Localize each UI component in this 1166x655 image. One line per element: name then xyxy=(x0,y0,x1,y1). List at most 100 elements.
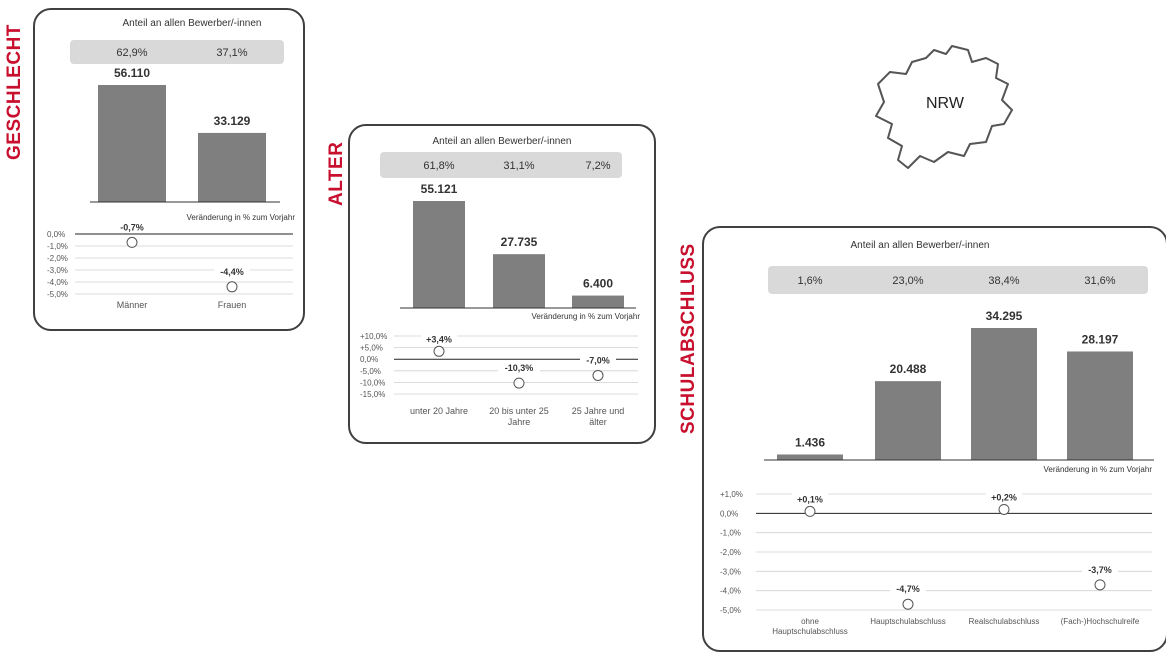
map-label: NRW xyxy=(926,95,965,112)
axis-tick-label: +10,0% xyxy=(360,332,387,341)
share-value: 31,1% xyxy=(503,160,534,172)
bar-value-label: 6.400 xyxy=(583,277,613,291)
share-header: Anteil an allen Bewerber/-innen xyxy=(123,18,262,29)
axis-tick-label: -5,0% xyxy=(720,606,741,615)
share-band xyxy=(70,40,284,64)
change-value-label: +0,2% xyxy=(991,492,1017,502)
bar-value-label: 1.436 xyxy=(795,435,825,449)
change-marker xyxy=(433,345,445,357)
bar-value-label: 56.110 xyxy=(114,66,150,80)
geschlecht-label: GESCHLECHT xyxy=(4,24,25,160)
change-value-label: -4,4% xyxy=(220,267,244,277)
change-label-bg xyxy=(792,492,828,506)
change-caption: Veränderung in % zum Vorjahr xyxy=(531,312,640,321)
category-label: Hauptschulabschluss xyxy=(870,617,946,626)
geschlecht-chart: Anteil an allen Bewerber/-innen 62,9% 37,1… xyxy=(47,18,295,310)
bar xyxy=(572,295,624,308)
change-value-label: -4,7% xyxy=(896,584,920,594)
bar xyxy=(493,254,545,308)
change-caption: Veränderung in % zum Vorjahr xyxy=(1043,465,1152,474)
change-value-label: -10,3% xyxy=(505,363,534,373)
share-band xyxy=(768,266,1148,294)
bar xyxy=(971,328,1037,460)
bar-value-label: 33.129 xyxy=(214,114,251,128)
change-value-label: -0,7% xyxy=(120,222,144,232)
share-header: Anteil an allen Bewerber/-innen xyxy=(851,240,990,251)
category-label: unter 20 Jahre xyxy=(410,406,468,416)
alter-chart: Anteil an allen Bewerber/-innen 61,8% 31,1… xyxy=(360,136,640,427)
bar-value-label: 20.488 xyxy=(890,362,927,376)
change-label-bg xyxy=(114,220,150,234)
schulabschluss-label: SCHULABSCHLUSS xyxy=(678,243,699,434)
share-value: 31,6% xyxy=(1084,275,1115,287)
axis-tick-label: +5,0% xyxy=(360,344,383,353)
change-marker xyxy=(592,369,604,381)
axis-tick-label: 0,0% xyxy=(720,509,738,518)
change-marker xyxy=(513,377,525,389)
category-label: Realschulabschluss xyxy=(969,617,1040,626)
bar xyxy=(413,201,465,308)
change-value-label: -7,0% xyxy=(586,355,610,365)
axis-tick-label: -1,0% xyxy=(720,529,741,538)
bar-value-label: 55.121 xyxy=(421,182,458,196)
schulabschluss-chart: Anteil an allen Bewerber/-innen 1,6% 23,0%… xyxy=(720,240,1154,636)
panel-schulabschluss: Anteil an allen Bewerber/-innen 1,6% 23,0%… xyxy=(702,226,1166,652)
bar xyxy=(875,381,941,460)
axis-tick-label: -3,0% xyxy=(47,266,68,275)
bar-value-label: 27.735 xyxy=(501,235,538,249)
share-value: 7,2% xyxy=(585,160,610,172)
axis-tick-label: -5,0% xyxy=(47,290,68,299)
change-caption: Veränderung in % zum Vorjahr xyxy=(186,213,295,222)
axis-tick-label: -5,0% xyxy=(360,367,381,376)
change-label-bg xyxy=(580,353,616,367)
change-marker xyxy=(998,503,1010,515)
axis-tick-label: -4,0% xyxy=(720,587,741,596)
category-label: ohne xyxy=(801,617,819,626)
change-value-label: +3,4% xyxy=(426,334,452,344)
panel-alter: Anteil an allen Bewerber/-innen 61,8% 31,1… xyxy=(348,124,656,444)
category-label: 25 Jahre und xyxy=(572,406,625,416)
bar-value-label: 28.197 xyxy=(1082,332,1119,346)
change-marker xyxy=(804,505,816,517)
category-label: Männer xyxy=(117,300,148,310)
change-label-bg xyxy=(1082,562,1118,576)
share-value: 38,4% xyxy=(988,275,1019,287)
nrw-outline-shape xyxy=(875,45,1013,169)
share-value: 23,0% xyxy=(892,275,923,287)
axis-tick-label: -2,0% xyxy=(47,254,68,263)
axis-tick-label: +1,0% xyxy=(720,490,743,499)
bar xyxy=(1067,351,1133,460)
change-label-bg xyxy=(890,582,926,596)
category-label: älter xyxy=(589,417,607,427)
change-label-bg xyxy=(986,490,1022,504)
axis-tick-label: 0,0% xyxy=(360,355,378,364)
change-label-bg xyxy=(498,361,540,375)
axis-tick-label: -10,0% xyxy=(360,378,385,387)
alter-label: ALTER xyxy=(326,141,347,206)
change-label-bg xyxy=(214,264,250,278)
change-value-label: +0,1% xyxy=(797,494,823,504)
category-label: Hauptschulabschluss xyxy=(772,627,848,636)
share-band xyxy=(380,152,622,178)
bar-value-label: 34.295 xyxy=(986,309,1023,323)
category-label: (Fach-)Hochschulreife xyxy=(1061,617,1140,626)
axis-tick-label: 0,0% xyxy=(47,230,65,239)
axis-tick-label: -4,0% xyxy=(47,278,68,287)
share-value: 62,9% xyxy=(116,47,147,59)
axis-tick-label: -3,0% xyxy=(720,567,741,576)
share-value: 1,6% xyxy=(797,275,822,287)
bar xyxy=(198,132,266,202)
axis-tick-label: -2,0% xyxy=(720,548,741,557)
panel-geschlecht: Anteil an allen Bewerber/-innen 62,9% 37,1… xyxy=(33,8,305,331)
axis-tick-label: -15,0% xyxy=(360,390,385,399)
change-label-bg xyxy=(421,332,457,346)
share-value: 61,8% xyxy=(423,160,454,172)
nrw-map: NRW xyxy=(868,44,1018,174)
bar xyxy=(777,454,843,460)
change-marker xyxy=(126,236,138,248)
change-marker xyxy=(226,281,238,293)
change-marker xyxy=(1094,579,1106,591)
bar xyxy=(98,85,166,202)
category-label: Jahre xyxy=(508,417,531,427)
axis-tick-label: -1,0% xyxy=(47,242,68,251)
